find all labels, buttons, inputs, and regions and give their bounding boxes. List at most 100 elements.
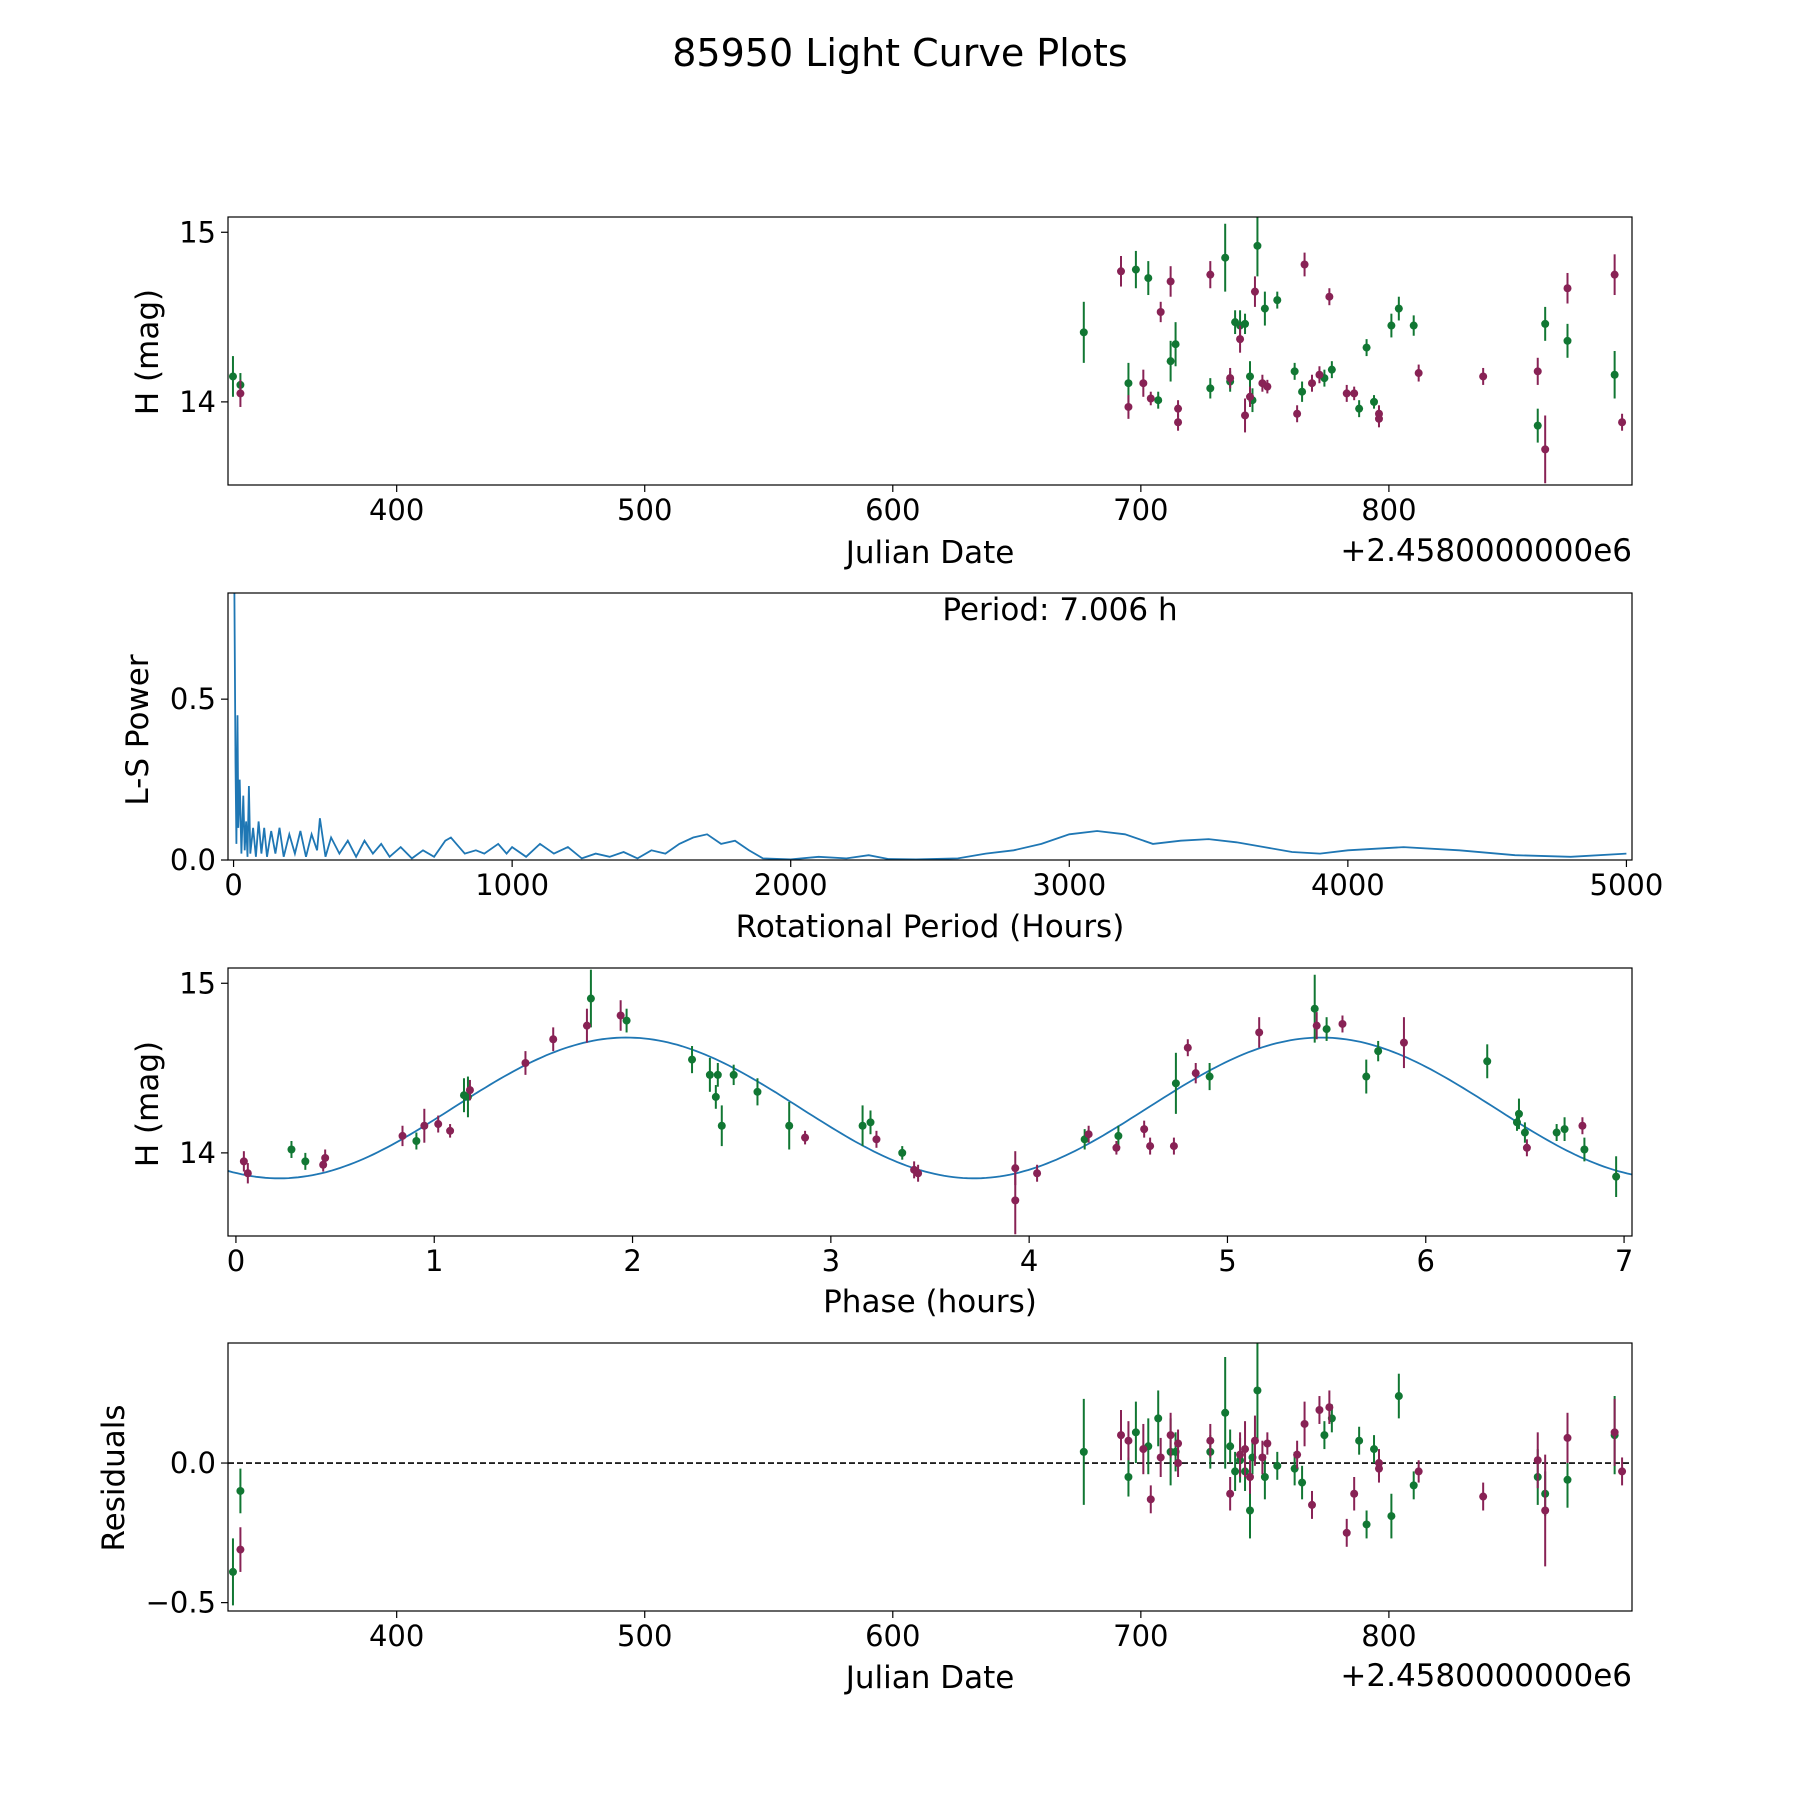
res-data-point <box>1479 1482 1488 1511</box>
lc-data-point <box>1394 296 1403 321</box>
res-data-point <box>228 1538 237 1606</box>
phase-data-point <box>301 1152 310 1170</box>
figure-title: 85950 Light Curve Plots <box>672 31 1127 75</box>
res-marker <box>1131 1428 1140 1437</box>
res-axes-frame <box>227 1342 1633 1612</box>
lc-data-point <box>236 379 245 407</box>
lc-marker <box>1131 265 1140 274</box>
res-marker <box>1241 1445 1250 1454</box>
phase-data-point <box>1560 1117 1569 1142</box>
lc-data-point <box>1298 381 1307 402</box>
res-data-point <box>1355 1426 1364 1455</box>
res-offset-label: +2.4580000000e6 <box>1340 1658 1632 1694</box>
res-marker <box>1293 1450 1302 1459</box>
phase-data-point <box>866 1110 875 1135</box>
lc-marker <box>1541 445 1550 454</box>
res-data-point <box>1231 1451 1240 1491</box>
lc-data-point <box>1260 291 1269 326</box>
phase-xlabel: Phase (hours) <box>823 1284 1037 1320</box>
panel-periodogram: Period: 7.006 h Rotational Period (Hours… <box>120 592 1663 945</box>
res-data-point <box>1226 1429 1235 1464</box>
lc-axes-frame <box>227 216 1633 486</box>
res-marker <box>1117 1431 1126 1440</box>
phase-xtick-label: 3 <box>822 1244 840 1278</box>
lc-marker <box>1079 328 1088 337</box>
res-data-point <box>1206 1423 1215 1458</box>
lc-marker <box>1298 387 1307 396</box>
phase-data-point <box>243 1163 252 1184</box>
lc-data-point <box>1117 256 1126 287</box>
res-marker <box>1253 1386 1262 1395</box>
lc-data-point <box>1174 413 1183 431</box>
lc-marker <box>1315 370 1324 379</box>
phase-data-point <box>713 1062 722 1087</box>
res-marker <box>1533 1456 1542 1465</box>
phase-data-point <box>1580 1137 1589 1162</box>
phase-data-point <box>434 1115 443 1133</box>
res-marker <box>1263 1439 1272 1448</box>
phase-plot-area <box>228 969 1632 1235</box>
phase-data-point <box>1483 1044 1492 1079</box>
res-marker <box>1409 1481 1418 1490</box>
res-marker <box>1245 1506 1254 1515</box>
phase-data-point <box>1183 1039 1192 1057</box>
phase-ytick-label: 14 <box>179 1136 216 1170</box>
res-marker <box>1245 1473 1254 1481</box>
lc-marker <box>1610 370 1619 379</box>
phase-data-point <box>1169 1137 1178 1155</box>
phase-data-point <box>1612 1156 1621 1197</box>
phase-marker <box>713 1070 722 1079</box>
phase-marker <box>1310 1004 1319 1013</box>
phase-data-point <box>1514 1098 1523 1130</box>
res-data-point <box>1370 1435 1379 1464</box>
phase-data-point <box>287 1141 296 1158</box>
res-xtick-label: 600 <box>865 1619 920 1653</box>
lc-marker <box>1124 402 1133 411</box>
lc-marker <box>1342 389 1351 398</box>
res-data-point <box>1563 1412 1572 1464</box>
res-data-point <box>1079 1398 1088 1505</box>
res-data-point <box>1245 1460 1254 1494</box>
res-marker <box>1394 1392 1403 1401</box>
res-data-point <box>236 1468 245 1514</box>
lc-data-point <box>1308 374 1317 392</box>
phase-model-curve <box>228 1036 1632 1180</box>
lc-marker <box>1263 382 1272 391</box>
ls-xtick-label: 2000 <box>754 868 828 902</box>
phase-data-point <box>1114 1125 1123 1147</box>
lc-data-point <box>1325 288 1334 306</box>
res-marker <box>1618 1467 1627 1476</box>
ls-ylabel: L-S Power <box>120 654 156 805</box>
lc-data-point <box>1374 405 1383 423</box>
lc-data-point <box>1079 301 1088 363</box>
res-marker <box>1563 1433 1572 1442</box>
res-data-point <box>1221 1356 1230 1469</box>
phase-data-point <box>398 1125 407 1147</box>
lc-marker <box>1409 321 1418 330</box>
res-data-point <box>1139 1423 1148 1475</box>
res-marker <box>1563 1475 1572 1484</box>
phase-data-point <box>1374 1040 1383 1062</box>
phase-data-point <box>1552 1124 1561 1142</box>
res-data-point <box>1258 1440 1267 1475</box>
phase-marker <box>549 1035 558 1044</box>
phase-data-point <box>616 1000 625 1031</box>
phase-marker <box>465 1086 474 1095</box>
lc-data-point <box>1355 400 1364 418</box>
phase-marker <box>1338 1019 1347 1028</box>
phase-data-point <box>1338 1015 1347 1033</box>
res-data-point <box>1541 1454 1550 1567</box>
phase-data-point <box>1140 1120 1149 1138</box>
phase-marker <box>866 1118 875 1127</box>
res-marker <box>1479 1492 1488 1501</box>
lc-data-point <box>1563 323 1572 358</box>
phase-data-point <box>1578 1117 1587 1135</box>
lc-marker <box>1241 411 1250 420</box>
phase-marker <box>1362 1072 1371 1081</box>
phase-data-point <box>239 1151 248 1172</box>
lc-xtick-label: 600 <box>865 493 920 527</box>
res-ytick-label: −0.5 <box>146 1586 216 1620</box>
phase-marker <box>412 1137 421 1146</box>
res-marker <box>1370 1445 1379 1454</box>
res-data-point <box>1263 1432 1272 1455</box>
